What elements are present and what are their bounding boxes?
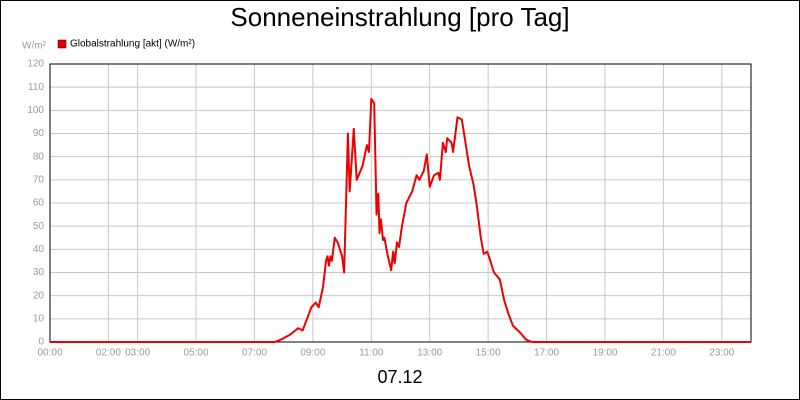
y-tick-label: 90 bbox=[33, 128, 45, 139]
y-tick-label: 30 bbox=[33, 267, 45, 278]
x-tick-label: 13:00 bbox=[417, 348, 442, 359]
y-tick-label: 40 bbox=[33, 244, 45, 255]
x-tick-label: 15:00 bbox=[476, 348, 501, 359]
x-tick-label: 09:00 bbox=[300, 348, 325, 359]
x-tick-label: 02:00 bbox=[96, 348, 121, 359]
series-line bbox=[50, 97, 751, 343]
y-tick-label: 60 bbox=[33, 198, 45, 209]
x-tick-label: 07:00 bbox=[242, 348, 267, 359]
y-tick-label: 50 bbox=[33, 221, 45, 232]
plot-border bbox=[49, 63, 752, 343]
y-tick-label: 100 bbox=[27, 105, 44, 116]
y-tick-label: 0 bbox=[38, 337, 44, 348]
x-tick-label: 05:00 bbox=[184, 348, 209, 359]
y-tick-label: 80 bbox=[33, 151, 45, 162]
plot bbox=[50, 97, 751, 343]
y-tick-label: 120 bbox=[27, 59, 44, 70]
y-tick-label: 110 bbox=[28, 82, 44, 93]
x-tick-label: 11:00 bbox=[359, 348, 384, 359]
x-tick-label: 03:00 bbox=[125, 348, 150, 359]
y-tick-label: 20 bbox=[33, 290, 45, 301]
x-tick-label: 19:00 bbox=[592, 348, 617, 359]
x-tick-label: 23:00 bbox=[709, 348, 734, 359]
x-tick-label: 00:00 bbox=[37, 348, 62, 359]
y-tick-label: 10 bbox=[33, 313, 45, 324]
x-tick-label: 21:00 bbox=[651, 348, 676, 359]
legend-label: Globalstrahlung [akt] (W/m²) bbox=[70, 39, 195, 50]
legend-swatch bbox=[57, 39, 67, 49]
chart-title: Sonneneinstrahlung [pro Tag] bbox=[230, 2, 569, 32]
grid: 0 10 20 30 40 50 60 70 80 90 100 110 120 00:00 02:00 03… bbox=[27, 59, 752, 359]
y-tick-label: 70 bbox=[33, 174, 45, 185]
y-axis-label: W/m² bbox=[22, 41, 47, 52]
x-tick-label: 17:00 bbox=[534, 348, 559, 359]
x-axis-label: 07.12 bbox=[377, 367, 422, 387]
